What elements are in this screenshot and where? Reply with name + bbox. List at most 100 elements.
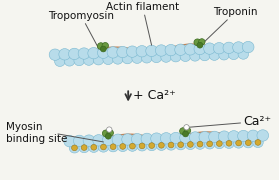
Circle shape <box>88 48 100 59</box>
Circle shape <box>110 144 116 150</box>
Circle shape <box>73 135 85 147</box>
Circle shape <box>217 141 222 147</box>
Circle shape <box>107 47 119 58</box>
Circle shape <box>213 42 225 54</box>
Circle shape <box>102 130 109 137</box>
Circle shape <box>136 46 148 57</box>
Circle shape <box>257 130 269 141</box>
Circle shape <box>81 145 87 150</box>
Circle shape <box>194 43 206 55</box>
Circle shape <box>149 143 155 148</box>
Circle shape <box>131 133 143 145</box>
Circle shape <box>175 44 186 55</box>
Circle shape <box>170 52 181 62</box>
Circle shape <box>238 130 249 142</box>
Circle shape <box>97 43 104 50</box>
Circle shape <box>108 142 118 152</box>
Circle shape <box>122 134 133 145</box>
Circle shape <box>182 131 189 137</box>
Circle shape <box>180 128 187 134</box>
Circle shape <box>243 138 254 148</box>
Circle shape <box>242 41 254 53</box>
Circle shape <box>168 142 174 148</box>
Circle shape <box>233 42 244 53</box>
Circle shape <box>199 131 211 143</box>
Circle shape <box>49 49 61 60</box>
Circle shape <box>79 142 89 153</box>
Circle shape <box>219 50 229 60</box>
Circle shape <box>72 145 77 151</box>
Circle shape <box>97 47 109 58</box>
Circle shape <box>185 139 196 150</box>
Circle shape <box>155 45 167 56</box>
Circle shape <box>74 55 85 66</box>
Circle shape <box>184 44 196 55</box>
Circle shape <box>112 54 123 64</box>
Text: Actin filament: Actin filament <box>106 2 179 45</box>
Circle shape <box>78 48 90 59</box>
Circle shape <box>166 140 176 150</box>
Circle shape <box>117 141 128 152</box>
Circle shape <box>64 136 76 147</box>
Circle shape <box>102 42 109 49</box>
Circle shape <box>93 135 104 146</box>
Text: + Ca²⁺: + Ca²⁺ <box>133 89 176 102</box>
Circle shape <box>120 144 126 149</box>
Circle shape <box>209 131 220 143</box>
Circle shape <box>226 140 232 146</box>
Circle shape <box>197 42 203 48</box>
Circle shape <box>137 141 147 151</box>
Circle shape <box>68 48 80 60</box>
Circle shape <box>112 134 124 145</box>
Text: Ca²⁺: Ca²⁺ <box>188 115 271 128</box>
Circle shape <box>189 132 201 143</box>
Circle shape <box>223 42 235 53</box>
Circle shape <box>100 46 106 52</box>
Circle shape <box>199 39 205 45</box>
Circle shape <box>180 132 191 143</box>
Circle shape <box>178 142 184 148</box>
Circle shape <box>204 43 215 54</box>
Text: Myosin
binding site: Myosin binding site <box>6 122 68 144</box>
Circle shape <box>122 53 133 64</box>
Circle shape <box>233 138 244 148</box>
Circle shape <box>207 141 213 147</box>
Circle shape <box>187 142 193 147</box>
Circle shape <box>161 52 171 62</box>
Circle shape <box>103 54 113 65</box>
Circle shape <box>190 51 200 61</box>
Circle shape <box>102 134 114 146</box>
Circle shape <box>255 140 261 145</box>
Circle shape <box>127 141 138 151</box>
Circle shape <box>205 139 215 149</box>
Circle shape <box>238 49 249 59</box>
Circle shape <box>93 55 104 65</box>
Circle shape <box>98 142 109 152</box>
Circle shape <box>64 56 75 66</box>
Circle shape <box>229 49 239 60</box>
Circle shape <box>141 133 153 145</box>
Circle shape <box>253 137 263 148</box>
Text: Tropomyosin: Tropomyosin <box>48 11 114 48</box>
Circle shape <box>218 131 230 142</box>
Circle shape <box>132 53 142 63</box>
Circle shape <box>165 44 177 56</box>
Circle shape <box>69 143 80 153</box>
Circle shape <box>170 132 182 144</box>
Circle shape <box>180 51 191 62</box>
Circle shape <box>100 144 106 150</box>
Circle shape <box>88 142 99 152</box>
Circle shape <box>224 138 234 148</box>
Circle shape <box>158 142 164 148</box>
Circle shape <box>139 143 145 149</box>
Circle shape <box>160 133 172 144</box>
Circle shape <box>107 130 114 136</box>
Circle shape <box>156 140 167 150</box>
Circle shape <box>228 131 240 142</box>
Circle shape <box>59 49 71 60</box>
Circle shape <box>214 138 225 149</box>
Circle shape <box>195 139 205 149</box>
Circle shape <box>126 46 138 57</box>
Circle shape <box>146 45 157 57</box>
Circle shape <box>91 144 97 150</box>
